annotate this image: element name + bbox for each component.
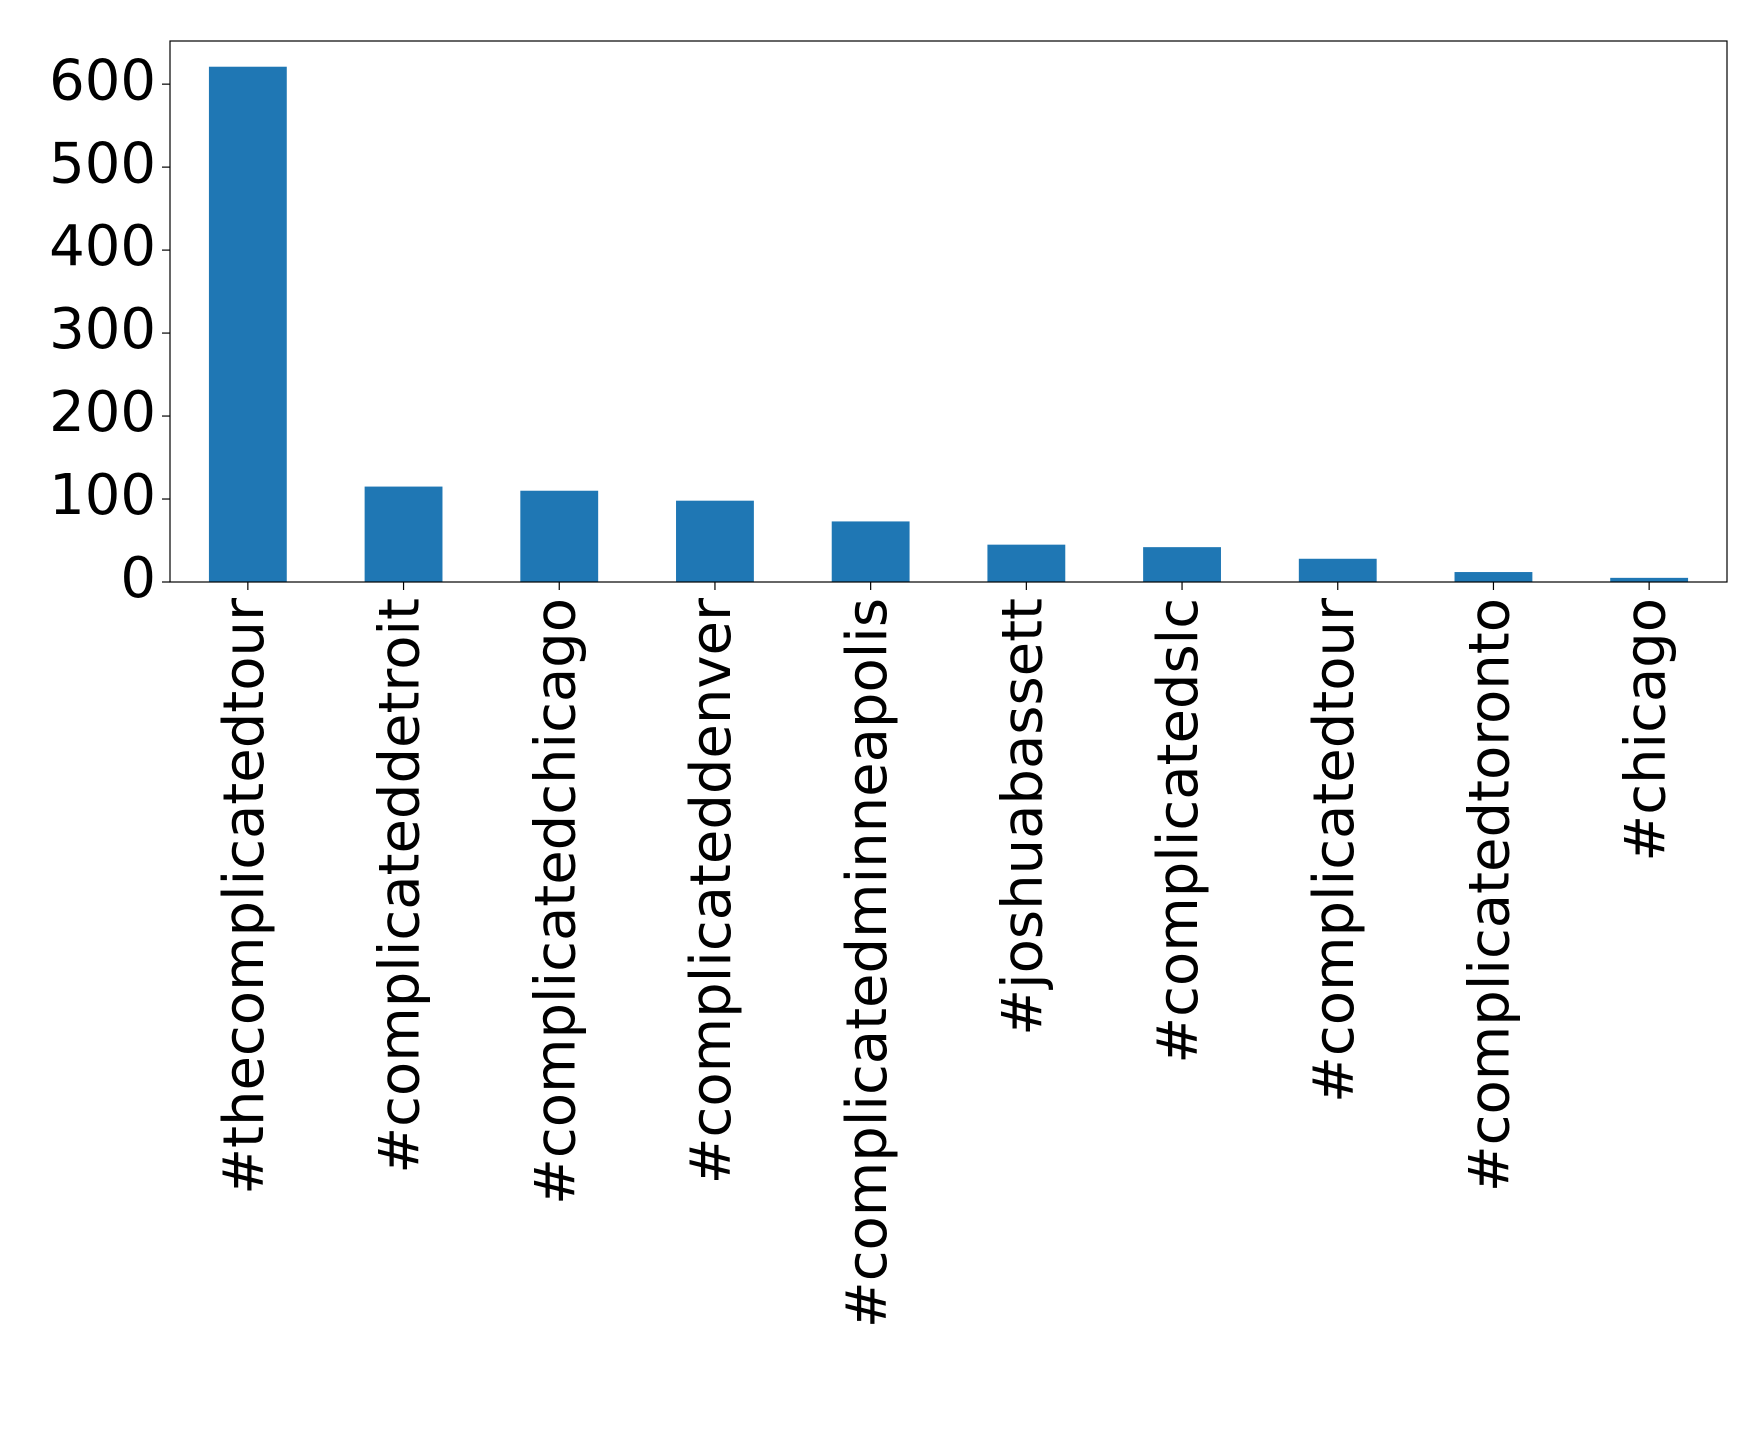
y-tick-label: 100: [49, 463, 156, 528]
x-tick-label: #complicateddenver: [679, 597, 744, 1184]
bar: [676, 500, 754, 582]
bar: [987, 544, 1066, 582]
x-tick-label: #chicago: [1613, 598, 1678, 862]
y-tick-label: 300: [49, 297, 156, 362]
bar: [208, 66, 287, 582]
y-tick-label: 600: [49, 48, 156, 113]
y-tick-label: 200: [49, 380, 156, 445]
bar: [1143, 547, 1221, 582]
x-tick-label: #thecomplicatedtour: [212, 597, 277, 1195]
bar: [1610, 577, 1689, 582]
bar: [831, 521, 910, 582]
x-tick-label: #complicatedtoronto: [1458, 598, 1523, 1192]
x-tick-label: #complicatedtour: [1302, 597, 1367, 1103]
y-tick-label: 500: [49, 131, 156, 196]
bar: [520, 490, 599, 582]
bar: [1454, 572, 1533, 582]
x-tick-label: #complicateddetroit: [368, 598, 433, 1174]
x-tick-label: #complicatedslc: [1146, 598, 1211, 1064]
plot-frame: [169, 40, 1728, 583]
bar: [1298, 558, 1377, 582]
y-tick-label: 0: [120, 546, 156, 611]
y-tick-label: 400: [49, 214, 156, 279]
bar: [364, 486, 443, 582]
x-tick-label: #joshuabassett: [990, 598, 1055, 1036]
x-tick-label: #complicatedchicago: [523, 598, 588, 1205]
x-tick-label: #complicatedminneapolis: [835, 598, 900, 1328]
